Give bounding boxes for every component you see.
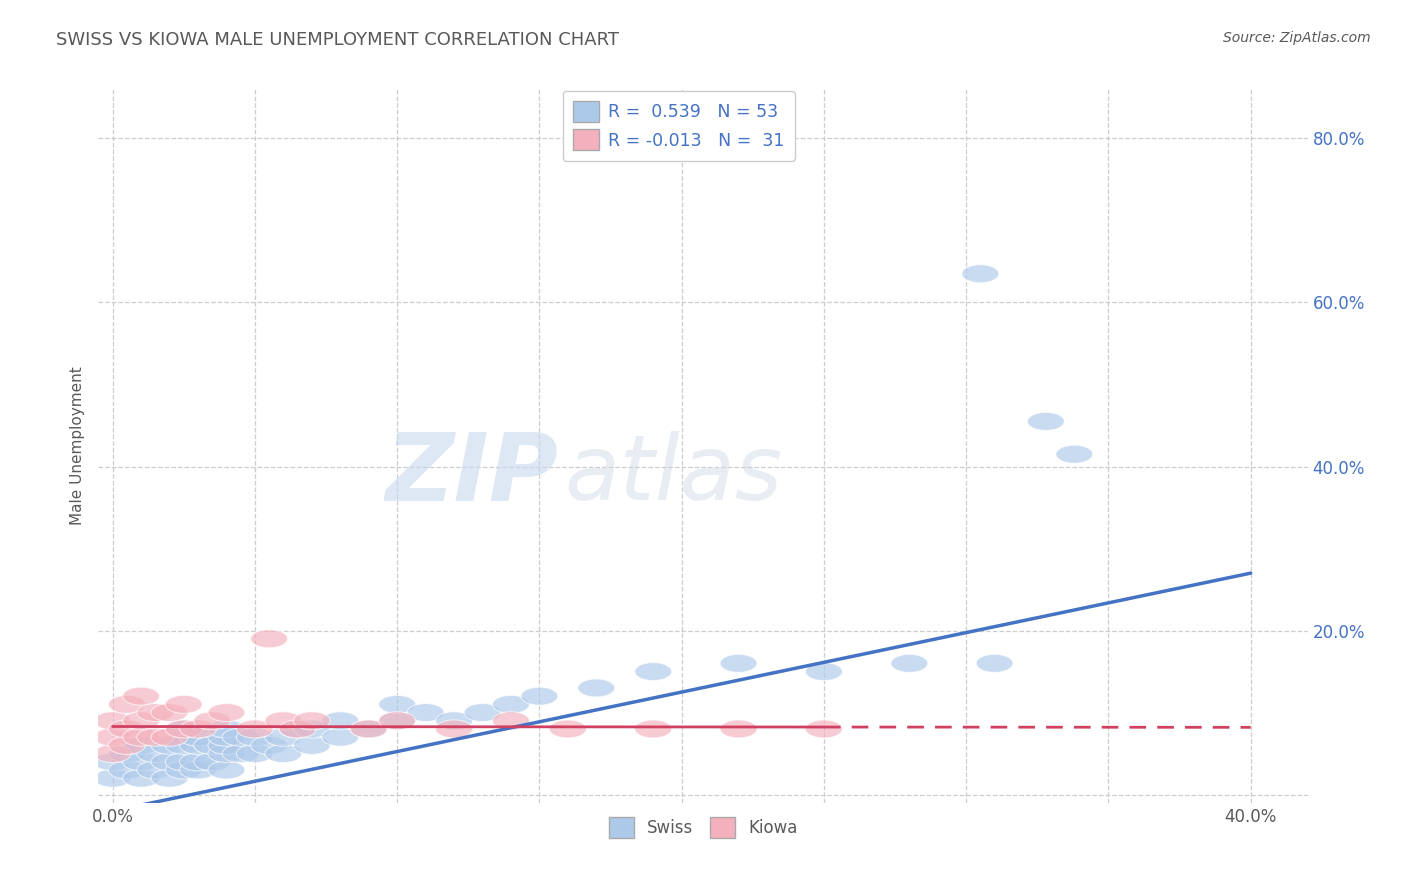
Ellipse shape bbox=[278, 720, 316, 738]
Ellipse shape bbox=[520, 687, 558, 706]
Ellipse shape bbox=[350, 720, 387, 738]
Ellipse shape bbox=[222, 745, 259, 763]
Ellipse shape bbox=[166, 720, 202, 738]
Ellipse shape bbox=[136, 745, 174, 763]
Ellipse shape bbox=[108, 737, 145, 755]
Ellipse shape bbox=[962, 265, 998, 283]
Ellipse shape bbox=[1028, 412, 1064, 431]
Ellipse shape bbox=[122, 712, 160, 730]
Ellipse shape bbox=[634, 720, 672, 738]
Ellipse shape bbox=[136, 728, 174, 747]
Ellipse shape bbox=[322, 728, 359, 747]
Ellipse shape bbox=[236, 720, 273, 738]
Ellipse shape bbox=[464, 704, 501, 722]
Ellipse shape bbox=[250, 630, 288, 648]
Text: atlas: atlas bbox=[564, 431, 782, 518]
Ellipse shape bbox=[578, 679, 614, 697]
Ellipse shape bbox=[208, 704, 245, 722]
Ellipse shape bbox=[264, 745, 302, 763]
Ellipse shape bbox=[350, 720, 387, 738]
Ellipse shape bbox=[322, 712, 359, 730]
Y-axis label: Male Unemployment: Male Unemployment bbox=[69, 367, 84, 525]
Ellipse shape bbox=[166, 737, 202, 755]
Ellipse shape bbox=[806, 663, 842, 681]
Legend: Swiss, Kiowa: Swiss, Kiowa bbox=[602, 811, 804, 845]
Ellipse shape bbox=[108, 720, 145, 738]
Ellipse shape bbox=[236, 745, 273, 763]
Ellipse shape bbox=[166, 696, 202, 714]
Ellipse shape bbox=[492, 712, 530, 730]
Ellipse shape bbox=[264, 712, 302, 730]
Ellipse shape bbox=[122, 687, 160, 706]
Ellipse shape bbox=[634, 663, 672, 681]
Ellipse shape bbox=[166, 720, 202, 738]
Ellipse shape bbox=[208, 761, 245, 779]
Ellipse shape bbox=[891, 655, 928, 673]
Ellipse shape bbox=[94, 753, 131, 771]
Text: Source: ZipAtlas.com: Source: ZipAtlas.com bbox=[1223, 31, 1371, 45]
Ellipse shape bbox=[94, 769, 131, 788]
Ellipse shape bbox=[236, 728, 273, 747]
Ellipse shape bbox=[278, 720, 316, 738]
Ellipse shape bbox=[150, 753, 188, 771]
Ellipse shape bbox=[136, 761, 174, 779]
Ellipse shape bbox=[1056, 445, 1092, 463]
Ellipse shape bbox=[180, 728, 217, 747]
Ellipse shape bbox=[108, 745, 145, 763]
Ellipse shape bbox=[150, 769, 188, 788]
Ellipse shape bbox=[720, 720, 756, 738]
Ellipse shape bbox=[194, 753, 231, 771]
Ellipse shape bbox=[94, 745, 131, 763]
Ellipse shape bbox=[976, 655, 1014, 673]
Ellipse shape bbox=[122, 753, 160, 771]
Text: ZIP: ZIP bbox=[385, 428, 558, 521]
Ellipse shape bbox=[94, 712, 131, 730]
Ellipse shape bbox=[194, 737, 231, 755]
Ellipse shape bbox=[294, 737, 330, 755]
Ellipse shape bbox=[122, 769, 160, 788]
Ellipse shape bbox=[436, 720, 472, 738]
Ellipse shape bbox=[408, 704, 444, 722]
Ellipse shape bbox=[492, 696, 530, 714]
Ellipse shape bbox=[208, 745, 245, 763]
Ellipse shape bbox=[378, 712, 416, 730]
Ellipse shape bbox=[550, 720, 586, 738]
Ellipse shape bbox=[294, 712, 330, 730]
Ellipse shape bbox=[108, 696, 145, 714]
Ellipse shape bbox=[250, 737, 288, 755]
Ellipse shape bbox=[108, 761, 145, 779]
Ellipse shape bbox=[150, 737, 188, 755]
Ellipse shape bbox=[208, 720, 245, 738]
Ellipse shape bbox=[136, 704, 174, 722]
Ellipse shape bbox=[208, 737, 245, 755]
Ellipse shape bbox=[264, 728, 302, 747]
Ellipse shape bbox=[122, 737, 160, 755]
Ellipse shape bbox=[166, 761, 202, 779]
Ellipse shape bbox=[150, 728, 188, 747]
Ellipse shape bbox=[378, 712, 416, 730]
Ellipse shape bbox=[378, 696, 416, 714]
Ellipse shape bbox=[222, 728, 259, 747]
Ellipse shape bbox=[150, 704, 188, 722]
Ellipse shape bbox=[94, 728, 131, 747]
Ellipse shape bbox=[806, 720, 842, 738]
Ellipse shape bbox=[180, 761, 217, 779]
Ellipse shape bbox=[436, 712, 472, 730]
Ellipse shape bbox=[166, 753, 202, 771]
Ellipse shape bbox=[180, 720, 217, 738]
Ellipse shape bbox=[122, 728, 160, 747]
Ellipse shape bbox=[720, 655, 756, 673]
Ellipse shape bbox=[294, 720, 330, 738]
Ellipse shape bbox=[194, 712, 231, 730]
Text: SWISS VS KIOWA MALE UNEMPLOYMENT CORRELATION CHART: SWISS VS KIOWA MALE UNEMPLOYMENT CORRELA… bbox=[56, 31, 619, 49]
Ellipse shape bbox=[208, 728, 245, 747]
Ellipse shape bbox=[180, 737, 217, 755]
Ellipse shape bbox=[180, 753, 217, 771]
